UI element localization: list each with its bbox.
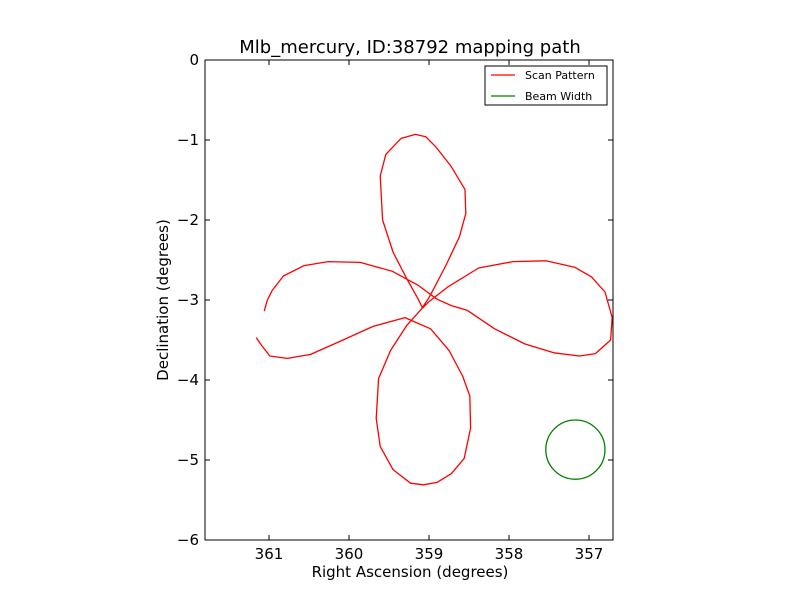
y-tick-label: 0	[189, 51, 199, 69]
legend-box	[484, 65, 608, 106]
plot-area	[205, 60, 613, 540]
legend-label-beam-width: Beam Width	[525, 90, 592, 103]
x-axis: 361 360 359 358 357	[255, 60, 604, 563]
y-axis: 0 −1 −2 −3 −4 −5 −6	[177, 51, 613, 549]
y-tick-label: −2	[177, 211, 199, 229]
x-tick-label: 360	[335, 545, 364, 563]
chart-title: Mlb_mercury, ID:38792 mapping path	[239, 37, 580, 58]
legend: Scan Pattern Beam Width	[484, 65, 608, 106]
x-axis-label: Right Ascension (degrees)	[312, 563, 509, 581]
y-tick-label: −4	[177, 371, 199, 389]
x-tick-label: 359	[415, 545, 444, 563]
y-tick-label: −6	[177, 531, 199, 549]
data-layer	[255, 133, 613, 486]
x-tick-label: 361	[255, 545, 284, 563]
beam-width-circle	[545, 419, 606, 480]
y-axis-label: Declination (degrees)	[154, 219, 172, 381]
y-tick-label: −5	[177, 451, 199, 469]
x-tick-label: 358	[495, 545, 524, 563]
legend-label-scan-pattern: Scan Pattern	[525, 69, 595, 82]
x-tick-label: 357	[575, 545, 604, 563]
scan-pattern-line	[255, 133, 613, 486]
y-tick-label: −3	[177, 291, 199, 309]
y-tick-label: −1	[177, 131, 199, 149]
